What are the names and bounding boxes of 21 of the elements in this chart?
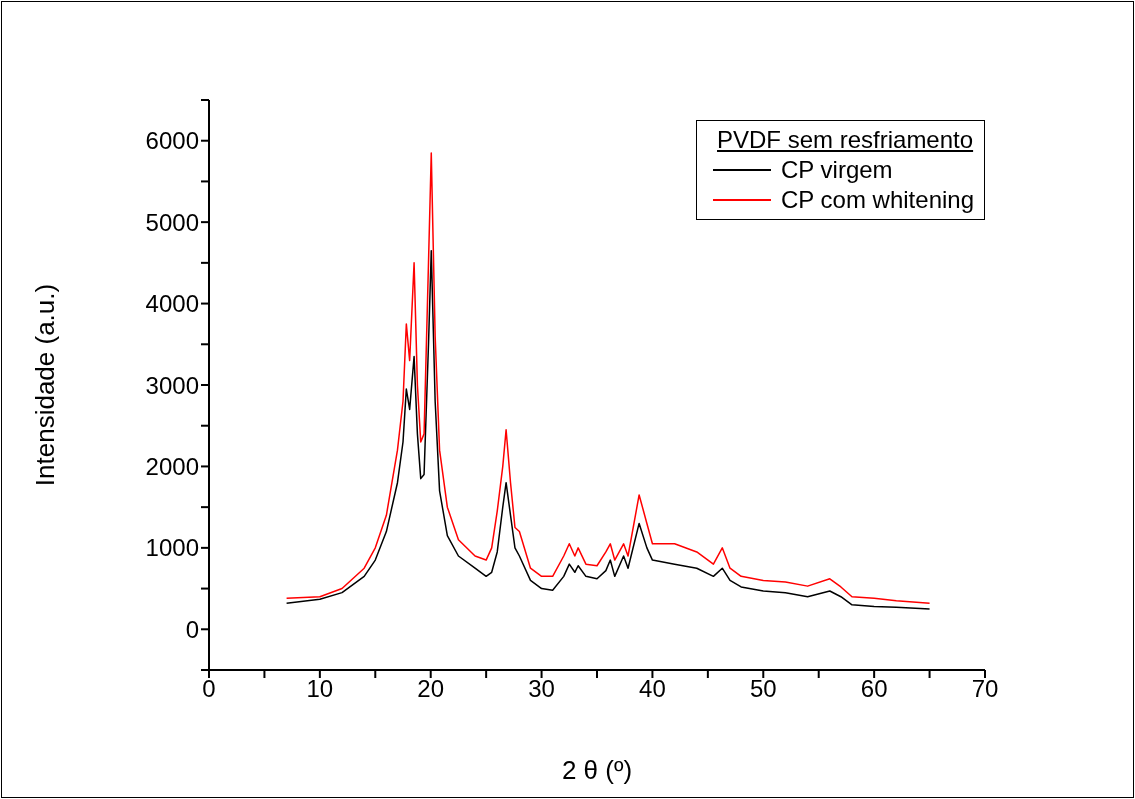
legend-label: CP com whitening <box>781 185 974 215</box>
y-tick-label: 3000 <box>145 371 199 399</box>
y-tick-label: 4000 <box>145 290 199 318</box>
x-tick-label: 50 <box>749 675 777 703</box>
x-tick-label: 0 <box>202 675 216 703</box>
legend-title: PVDF sem resfriamento <box>717 125 974 155</box>
legend-label: CP virgem <box>781 155 893 185</box>
x-tick-label: 30 <box>528 675 555 703</box>
line-series <box>285 249 931 610</box>
x-tick-label: 20 <box>417 675 445 703</box>
x-tick-label: 70 <box>971 675 999 703</box>
y-tick-label: 2000 <box>145 452 199 480</box>
y-tick-label: 0 <box>185 615 199 643</box>
x-tick-label: 10 <box>306 675 334 703</box>
x-tick-label: 40 <box>639 675 666 703</box>
y-tick-label: 6000 <box>145 127 199 155</box>
y-tick-label: 1000 <box>145 534 199 562</box>
x-tick-label: 60 <box>860 675 888 703</box>
y-axis-title: Intensidade (a.u.) <box>30 283 61 487</box>
y-tick-label: 5000 <box>145 208 199 236</box>
x-axis-title: 2 θ (º) <box>561 755 633 785</box>
